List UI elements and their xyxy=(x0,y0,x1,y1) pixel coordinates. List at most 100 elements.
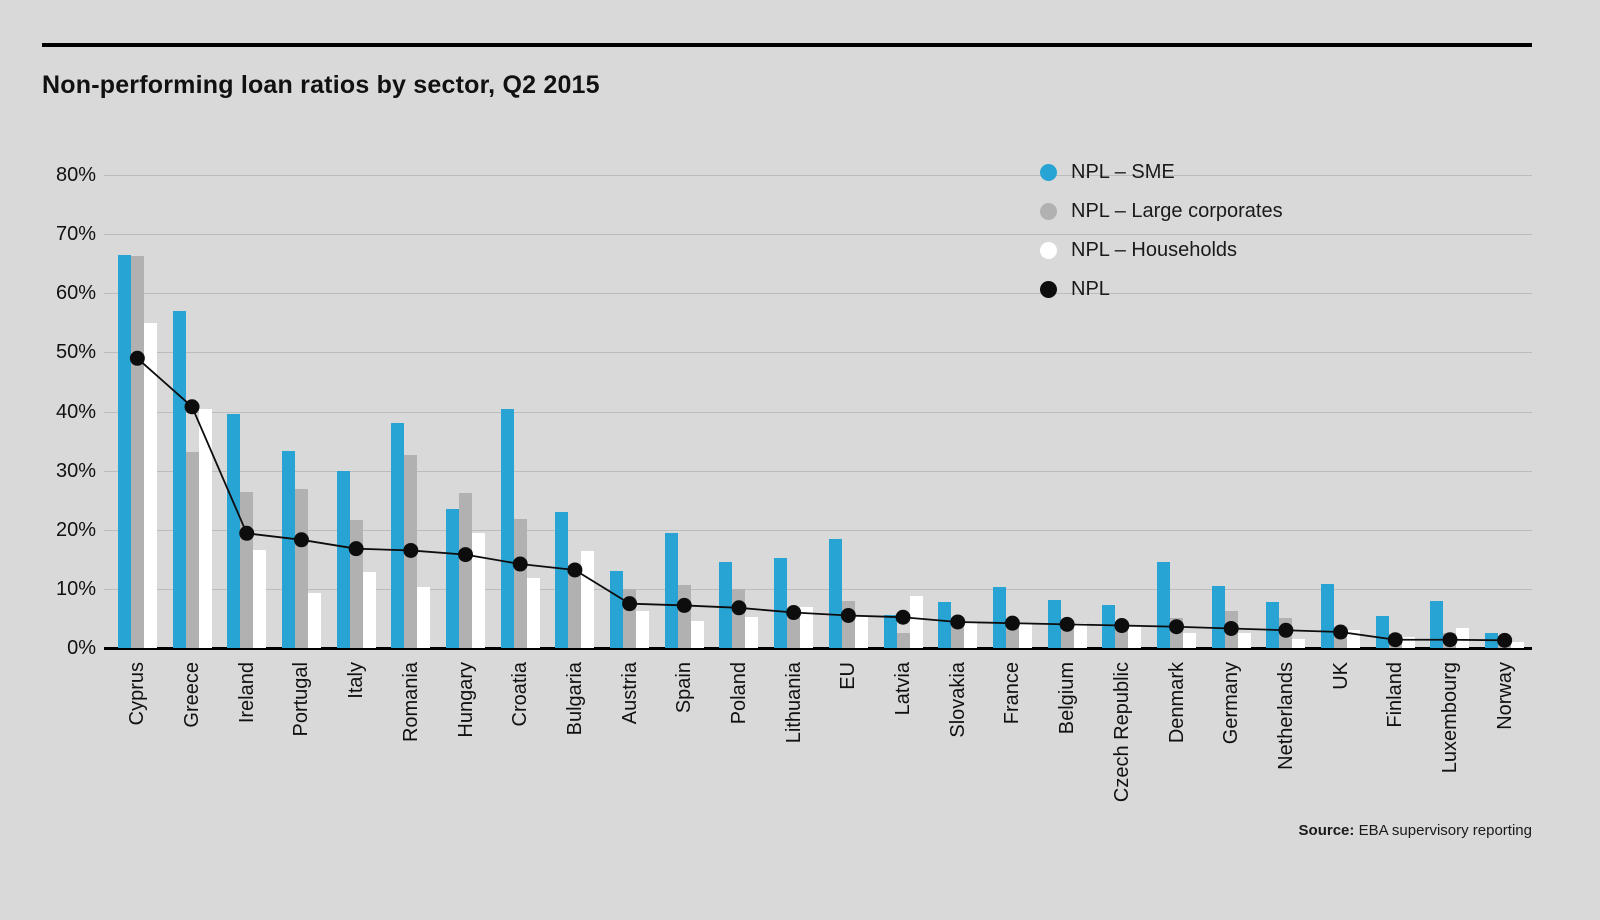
bar-large-corporates-romania xyxy=(404,455,418,648)
x-label-romania: Romania xyxy=(399,662,422,743)
y-tick-label-80: 80% xyxy=(55,164,96,186)
x-label-latvia: Latvia xyxy=(892,662,915,716)
x-label-eu: EU xyxy=(837,662,860,690)
bar-large-corporates-czech-republic xyxy=(1115,625,1129,648)
x-label-austria: Austria xyxy=(618,662,641,725)
gridline-50 xyxy=(104,352,1532,354)
bar-households-spain xyxy=(690,620,704,648)
bar-large-corporates-bulgaria xyxy=(568,565,582,648)
bar-households-belgium xyxy=(1073,623,1087,648)
bar-large-corporates-germany xyxy=(1224,611,1238,648)
legend-label-npl-households: NPL – Households xyxy=(1071,239,1238,261)
bar-sme-hungary xyxy=(446,509,459,648)
y-tick-label-30: 30% xyxy=(55,459,96,482)
bar-households-cyprus xyxy=(143,322,157,648)
bar-households-romania xyxy=(417,586,431,648)
bar-sme-romania xyxy=(391,423,405,648)
bar-households-luxembourg xyxy=(1456,628,1470,648)
x-label-lithuania: Lithuania xyxy=(782,662,805,744)
bar-sme-bulgaria xyxy=(555,512,569,648)
legend-dot-npl-households xyxy=(1040,242,1057,259)
bar-households-bulgaria xyxy=(581,551,595,648)
x-label-cyprus: Cyprus xyxy=(126,662,149,726)
bar-sme-norway xyxy=(1485,632,1499,648)
bar-households-lithuania xyxy=(800,606,814,648)
x-label-netherlands: Netherlands xyxy=(1274,662,1297,770)
source-text: EBA supervisory reporting xyxy=(1354,822,1532,839)
bar-sme-cyprus xyxy=(117,254,131,648)
bar-households-france xyxy=(1018,624,1032,648)
y-tick-label-50: 50% xyxy=(55,341,96,364)
bar-large-corporates-eu xyxy=(841,600,855,648)
x-label-ireland: Ireland xyxy=(235,662,258,724)
bar-sme-croatia xyxy=(500,408,514,648)
bar-households-norway xyxy=(1511,642,1525,648)
bar-sme-slovakia xyxy=(938,602,952,648)
bar-large-corporates-slovakia xyxy=(951,623,965,648)
y-tick-label-10: 10% xyxy=(55,577,96,600)
bar-sme-france xyxy=(992,586,1006,648)
bar-households-ireland xyxy=(253,550,267,648)
bar-households-finland xyxy=(1401,636,1415,648)
legend-label-npl: NPL xyxy=(1071,278,1110,300)
bar-sme-czech-republic xyxy=(1102,604,1116,648)
bar-households-germany xyxy=(1237,632,1251,648)
bar-households-netherlands xyxy=(1292,638,1306,648)
bar-large-corporates-france xyxy=(1005,621,1019,648)
bar-large-corporates-finland xyxy=(1388,634,1402,648)
bar-sme-uk xyxy=(1321,583,1335,648)
x-label-poland: Poland xyxy=(727,662,750,725)
legend-dot-npl-large-corporates xyxy=(1040,203,1057,220)
x-label-uk: UK xyxy=(1329,662,1352,690)
bar-households-austria xyxy=(636,611,650,648)
x-label-germany: Germany xyxy=(1220,662,1243,745)
gridline-40 xyxy=(104,411,1532,413)
bar-sme-belgium xyxy=(1047,599,1061,648)
bar-households-poland xyxy=(745,617,759,648)
bar-sme-eu xyxy=(828,538,842,648)
x-label-italy: Italy xyxy=(345,662,368,699)
x-label-belgium: Belgium xyxy=(1056,662,1079,735)
bar-large-corporates-austria xyxy=(623,589,637,648)
y-tick-label-20: 20% xyxy=(55,518,96,541)
bar-large-corporates-croatia xyxy=(513,519,527,648)
bar-large-corporates-norway xyxy=(1498,636,1512,648)
x-axis-baseline xyxy=(104,647,1532,650)
bar-large-corporates-cyprus xyxy=(130,256,144,648)
legend-label-npl-sme: NPL – SME xyxy=(1071,161,1175,183)
legend-item-npl: NPL xyxy=(1040,270,1283,309)
bar-large-corporates-greece xyxy=(185,451,199,648)
bar-households-denmark xyxy=(1183,633,1196,648)
gridline-80 xyxy=(104,175,1532,176)
bar-large-corporates-lithuania xyxy=(787,616,801,648)
gridline-20 xyxy=(104,529,1532,531)
bar-large-corporates-hungary xyxy=(459,492,472,648)
bar-households-hungary xyxy=(472,532,485,648)
bar-sme-italy xyxy=(336,470,350,648)
bar-households-czech-republic xyxy=(1128,626,1142,648)
x-label-luxembourg: Luxembourg xyxy=(1438,662,1461,774)
legend-item-npl-sme: NPL – SME xyxy=(1040,153,1283,192)
top-rule xyxy=(42,43,1532,47)
bar-sme-spain xyxy=(664,532,678,648)
bar-sme-greece xyxy=(172,310,186,648)
bar-households-eu xyxy=(854,616,868,648)
legend-item-npl-households: NPL – Households xyxy=(1040,231,1283,270)
x-label-czech-republic: Czech Republic xyxy=(1110,662,1133,803)
bar-sme-germany xyxy=(1211,585,1225,648)
bar-large-corporates-ireland xyxy=(240,491,254,648)
bar-households-uk xyxy=(1347,629,1361,648)
bar-large-corporates-spain xyxy=(677,584,691,648)
bar-sme-netherlands xyxy=(1266,602,1280,648)
bar-large-corporates-italy xyxy=(349,519,363,648)
x-label-bulgaria: Bulgaria xyxy=(563,662,586,736)
gridline-60 xyxy=(104,293,1532,295)
x-label-spain: Spain xyxy=(673,662,696,714)
bar-households-portugal xyxy=(307,593,321,648)
bar-large-corporates-luxembourg xyxy=(1443,632,1457,648)
bar-large-corporates-poland xyxy=(732,589,746,648)
x-label-france: France xyxy=(1001,662,1024,725)
gridline-70 xyxy=(104,234,1532,236)
